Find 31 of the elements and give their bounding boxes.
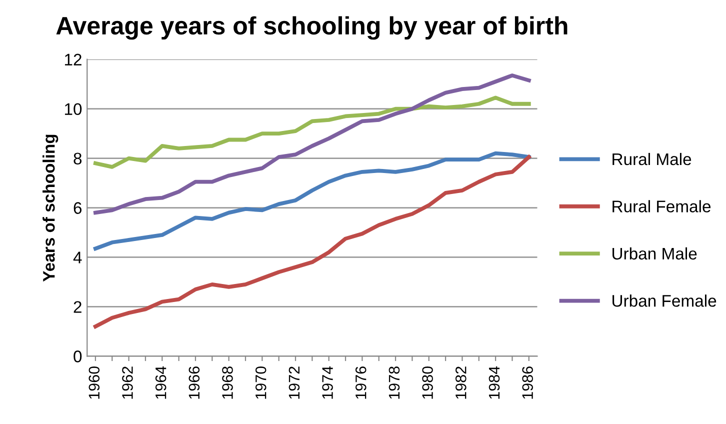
line-series bbox=[94, 151, 531, 251]
x-tick-label: 1972 bbox=[288, 366, 300, 399]
y-tick-label: 12 bbox=[64, 54, 82, 66]
y-tick-label: 10 bbox=[64, 103, 82, 116]
x-tick-label: 1960 bbox=[88, 366, 100, 399]
x-tick-label: 1980 bbox=[422, 366, 433, 399]
x-tick-label: 1974 bbox=[322, 366, 333, 399]
y-tick-label: 8 bbox=[74, 152, 82, 164]
y-axis-title: Years of schooling bbox=[42, 134, 58, 282]
legend-label: Rural Female bbox=[612, 200, 711, 212]
x-tick-label: 1986 bbox=[522, 366, 534, 399]
x-tick-label: 1968 bbox=[222, 366, 233, 399]
line-series bbox=[94, 96, 531, 169]
chart-title: Average years of schooling by year of birth bbox=[56, 16, 568, 40]
x-tick-label: 1966 bbox=[188, 366, 200, 399]
y-tick-label: 6 bbox=[74, 202, 82, 214]
x-tick-label: 1984 bbox=[488, 366, 500, 399]
x-tick-label: 1976 bbox=[355, 366, 366, 399]
x-tick-label: 1962 bbox=[122, 366, 133, 399]
x-tick-label: 1964 bbox=[155, 366, 166, 399]
legend-label: Urban Male bbox=[612, 247, 697, 260]
x-tick-label: 1970 bbox=[255, 366, 266, 399]
y-tick-label: 4 bbox=[73, 252, 82, 264]
x-tick-label: 1982 bbox=[456, 366, 466, 399]
y-tick-label: 2 bbox=[74, 301, 82, 313]
legend-label: Rural Male bbox=[612, 152, 692, 166]
line-series bbox=[94, 73, 531, 215]
line-series bbox=[94, 155, 531, 328]
y-tick-label: 0 bbox=[74, 350, 82, 362]
legend-label: Urban Female bbox=[612, 294, 716, 307]
x-tick-label: 1978 bbox=[388, 366, 400, 399]
